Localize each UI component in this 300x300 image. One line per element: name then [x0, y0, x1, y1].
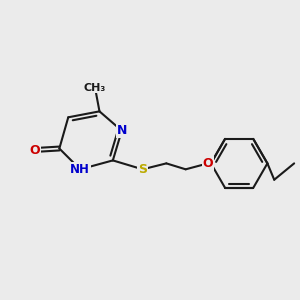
- Text: O: O: [29, 143, 40, 157]
- Text: N: N: [117, 124, 127, 137]
- Text: O: O: [202, 157, 213, 170]
- Text: NH: NH: [70, 163, 90, 176]
- Text: S: S: [138, 163, 147, 176]
- Text: CH₃: CH₃: [84, 82, 106, 93]
